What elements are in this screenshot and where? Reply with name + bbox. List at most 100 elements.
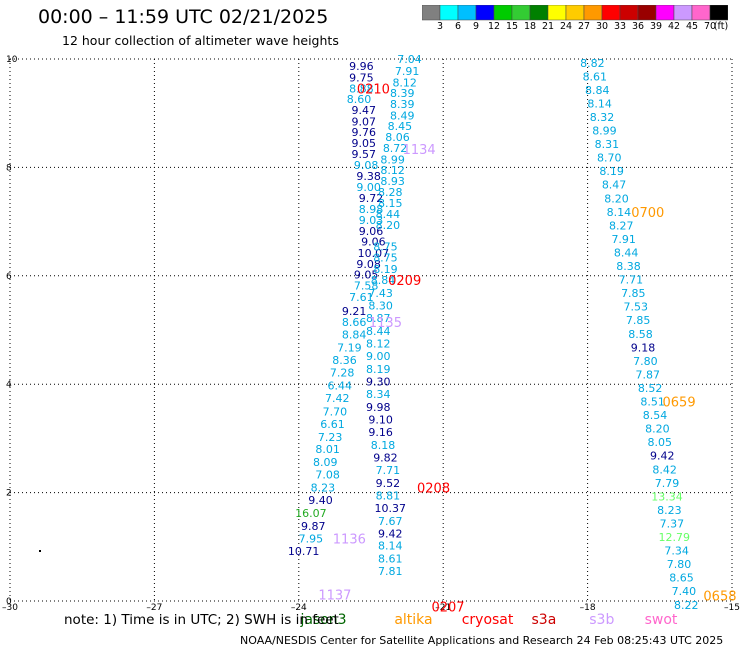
- footer-credit: NOAA/NESDIS Center for Satellite Applica…: [240, 634, 724, 647]
- wave-height-label: 9.16: [368, 426, 393, 439]
- wave-height-label: 8.49: [390, 109, 415, 122]
- wave-height-label: 8.84: [585, 84, 610, 97]
- pass-time-label: 0208: [417, 482, 450, 497]
- wave-height-label: 9.42: [378, 527, 403, 540]
- page-subtitle: 12 hour collection of altimeter wave hei…: [62, 33, 339, 48]
- x-tick-label: –30: [2, 603, 18, 613]
- x-tick-label: –27: [146, 603, 162, 613]
- wave-height-label: 7.71: [619, 274, 644, 287]
- pass-time-label: 1135: [369, 316, 402, 331]
- wave-height-label: 7.23: [318, 431, 343, 444]
- wave-height-label: 8.34: [366, 388, 391, 401]
- wave-height-label: 8.20: [645, 423, 670, 436]
- wave-height-label: 8.19: [373, 263, 398, 276]
- wave-height-label: 8.93: [380, 175, 405, 188]
- wave-height-label: 7.79: [655, 477, 680, 490]
- wave-height-label: 9.38: [356, 170, 381, 183]
- wave-height-label: 8.98: [359, 203, 384, 216]
- wave-height-label: 8.72: [383, 142, 408, 155]
- legend-entry-cryosat: cryosat: [461, 612, 514, 628]
- color-scale-label: 21: [541, 21, 555, 32]
- color-scale-label: 24: [559, 21, 573, 32]
- wave-height-label: 7.43: [368, 287, 393, 300]
- wave-height-label: 9.52: [376, 477, 401, 490]
- color-scale-label: 27: [577, 21, 591, 32]
- wave-height-label: 8.44: [614, 246, 639, 259]
- wave-height-label: 12.79: [658, 531, 690, 544]
- wave-height-label: 8.99: [380, 153, 405, 166]
- color-scale-label: 30: [595, 21, 609, 32]
- pass-time-label: 0700: [631, 206, 664, 221]
- color-scale-label: 3: [436, 21, 444, 32]
- wave-height-label: 8.31: [595, 138, 620, 151]
- wave-height-label: 9.00: [366, 350, 391, 363]
- wave-height-label: 8.22: [674, 599, 699, 612]
- color-swatch: [709, 5, 728, 21]
- wave-height-label: 8.19: [366, 363, 391, 376]
- y-tick-label: 2: [6, 489, 12, 499]
- wave-height-label: 8.88: [349, 82, 374, 95]
- wave-height-label: 7.08: [315, 469, 340, 482]
- wave-height-label: 8.47: [602, 179, 627, 192]
- color-scale-label: 9: [472, 21, 480, 32]
- x-tick-label: –18: [580, 603, 596, 613]
- wave-height-label: 9.96: [349, 60, 374, 73]
- wave-height-label: 7.34: [664, 545, 689, 558]
- legend-entry-jason3: jason3: [300, 612, 347, 628]
- color-scale-label: 33: [613, 21, 627, 32]
- wave-height-label: 9.21: [342, 305, 367, 318]
- y-tick-label: 0: [6, 597, 12, 607]
- wave-height-label: 9.00: [356, 181, 381, 194]
- wave-height-label: 8.52: [638, 382, 663, 395]
- color-scale-label: 12: [487, 21, 501, 32]
- pass-time-label: 0207: [431, 600, 464, 615]
- color-scale-bar: [422, 5, 728, 21]
- wave-height-label: 8.06: [385, 131, 410, 144]
- wave-height-label: 9.75: [349, 71, 374, 84]
- wave-height-label: 8.05: [648, 436, 673, 449]
- color-scale-label: 18: [523, 21, 537, 32]
- pass-time-label: 0659: [663, 396, 696, 411]
- wave-height-label: 8.39: [390, 98, 415, 111]
- wave-height-label: 9.06: [361, 236, 386, 249]
- wave-height-label: 16.07: [295, 507, 327, 520]
- wave-height-label: 6.44: [327, 379, 352, 392]
- pass-time-label: 1137: [318, 588, 351, 603]
- wave-height-label: 8.54: [643, 409, 668, 422]
- y-tick-label: 8: [6, 163, 12, 173]
- wave-height-label: 13.34: [651, 490, 683, 503]
- wave-height-label: 9.07: [352, 115, 377, 128]
- wave-height-label: 9.06: [359, 225, 384, 238]
- data-point: [39, 550, 41, 552]
- wave-height-label: 8.58: [628, 328, 653, 341]
- wave-height-label: 9.57: [352, 148, 377, 161]
- wave-height-label: 8.23: [311, 482, 336, 495]
- pass-time-label: 0658: [703, 590, 736, 605]
- wave-height-label: 7.37: [660, 517, 685, 530]
- wave-height-label: 8.65: [669, 572, 694, 585]
- wave-height-label: 8.20: [376, 219, 401, 232]
- wave-height-label: 8.01: [315, 443, 340, 456]
- wave-height-label: 8.70: [597, 152, 622, 165]
- wave-height-label: 9.18: [631, 341, 656, 354]
- wave-height-label: 7.19: [337, 341, 362, 354]
- wave-height-label: 8.61: [583, 70, 608, 83]
- wave-height-label: 8.84: [342, 328, 367, 341]
- x-tick-label: –15: [724, 603, 740, 613]
- wave-height-label: 8.61: [378, 553, 403, 566]
- wave-height-label: 10.37: [375, 502, 407, 515]
- wave-height-label: 7.91: [395, 65, 420, 78]
- wave-height-label: 9.10: [368, 413, 393, 426]
- wave-height-label: 9.98: [366, 401, 391, 414]
- wave-height-label: 7.28: [330, 366, 355, 379]
- y-tick-label: 10: [6, 55, 18, 65]
- wave-height-label: 8.60: [347, 93, 372, 106]
- wave-height-label: 7.71: [376, 464, 401, 477]
- wave-height-label: 8.75: [373, 241, 398, 254]
- wave-height-label: 9.82: [373, 451, 398, 464]
- wave-height-label: 8.42: [652, 463, 677, 476]
- wave-height-label: 8.14: [607, 206, 632, 219]
- wave-height-label: 7.81: [378, 565, 403, 578]
- wave-height-label: 8.32: [590, 111, 615, 124]
